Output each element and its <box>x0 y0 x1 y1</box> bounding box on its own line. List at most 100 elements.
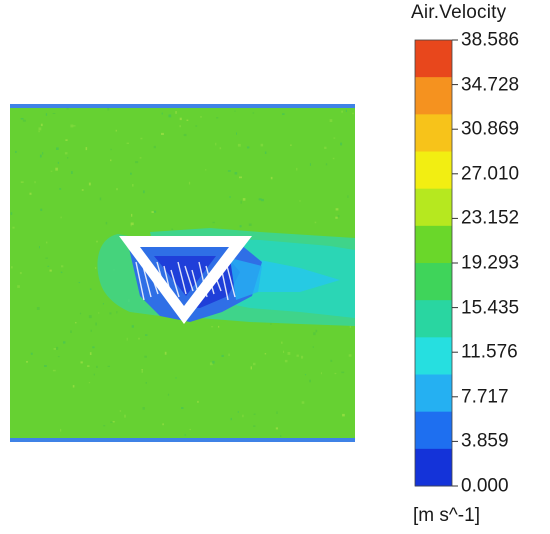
speckle <box>236 132 237 135</box>
speckle <box>98 312 100 314</box>
speckle <box>47 265 50 267</box>
speckle <box>71 171 73 174</box>
speckle <box>99 197 102 201</box>
speckle <box>53 348 57 350</box>
colorbar-band <box>415 448 452 487</box>
speckle <box>56 147 59 150</box>
tick-label: 30.869 <box>461 118 520 140</box>
speckle <box>103 425 106 427</box>
speckle <box>230 417 232 421</box>
speckle <box>60 216 62 219</box>
tick-label: 3.859 <box>461 430 509 452</box>
colorbar-band <box>415 40 452 78</box>
speckle <box>95 322 97 326</box>
speckle <box>26 361 28 363</box>
speckle <box>352 112 354 115</box>
speckle <box>126 337 128 341</box>
top-wall-boundary <box>10 104 355 108</box>
speckle <box>221 354 224 357</box>
speckle <box>116 311 118 314</box>
speckle <box>164 351 167 355</box>
speckle <box>131 213 133 217</box>
speckle <box>56 346 59 350</box>
hatch-line <box>191 269 201 301</box>
speckle <box>348 354 352 357</box>
speckle <box>330 359 333 362</box>
speckle <box>205 169 207 171</box>
speckle <box>335 216 338 219</box>
speckle <box>153 145 156 149</box>
speckle <box>52 369 56 372</box>
speckle <box>162 423 164 426</box>
speckle <box>80 361 83 364</box>
speckle <box>345 109 347 112</box>
speckle <box>342 413 345 417</box>
speckle <box>124 414 126 418</box>
speckle <box>212 360 215 364</box>
speckle <box>309 379 311 383</box>
speckle <box>179 125 181 128</box>
speckle <box>67 157 69 159</box>
speckle <box>296 167 298 171</box>
speckle <box>258 198 262 201</box>
speckle <box>239 176 242 179</box>
speckle <box>313 332 316 336</box>
speckle <box>250 366 252 370</box>
speckle <box>261 198 264 202</box>
speckle <box>22 119 26 122</box>
speckle <box>237 411 239 413</box>
speckle <box>340 142 343 146</box>
speckle <box>253 413 256 415</box>
hatch-line <box>142 265 152 298</box>
speckle <box>45 257 48 259</box>
speckle <box>107 108 110 111</box>
speckle <box>151 211 155 213</box>
speckle <box>275 427 278 430</box>
speckle <box>102 303 104 305</box>
speckle <box>57 356 60 358</box>
speckle <box>325 163 328 166</box>
speckle <box>332 157 335 160</box>
speckle <box>240 200 242 204</box>
speckle <box>161 112 163 115</box>
hatch-line <box>219 261 229 301</box>
speckle <box>167 393 170 396</box>
speckle <box>116 188 118 191</box>
speckle <box>96 365 98 368</box>
speckle <box>320 372 322 375</box>
hatch-line <box>170 269 180 298</box>
speckle <box>59 188 62 190</box>
speckle <box>70 330 72 333</box>
speckle <box>335 208 339 211</box>
hatch-line <box>198 261 208 298</box>
speckle <box>219 147 222 150</box>
speckle <box>309 163 311 166</box>
speckle <box>280 435 282 437</box>
tick-label: 27.010 <box>461 163 520 185</box>
speckle <box>75 322 77 324</box>
speckle <box>200 116 202 118</box>
speckle <box>142 407 145 410</box>
speckle <box>216 117 219 119</box>
speckle <box>20 118 24 120</box>
speckle <box>119 410 122 412</box>
speckle <box>95 267 97 269</box>
speckle <box>11 266 13 269</box>
speckle <box>87 365 90 367</box>
speckle <box>79 312 82 315</box>
speckle <box>329 119 333 122</box>
speckle <box>333 137 336 139</box>
speckle <box>218 325 220 328</box>
speckle <box>135 161 139 164</box>
speckle <box>145 382 147 384</box>
speckle <box>314 221 317 224</box>
speckle <box>168 114 172 118</box>
speckle <box>17 285 20 288</box>
recirculation-edge <box>230 258 262 300</box>
speckle <box>64 152 68 155</box>
speckle <box>88 382 91 384</box>
speckle <box>347 195 349 198</box>
speckle <box>63 341 66 344</box>
legend-tick-marks <box>452 39 458 487</box>
bottom-wall-boundary <box>10 438 355 442</box>
